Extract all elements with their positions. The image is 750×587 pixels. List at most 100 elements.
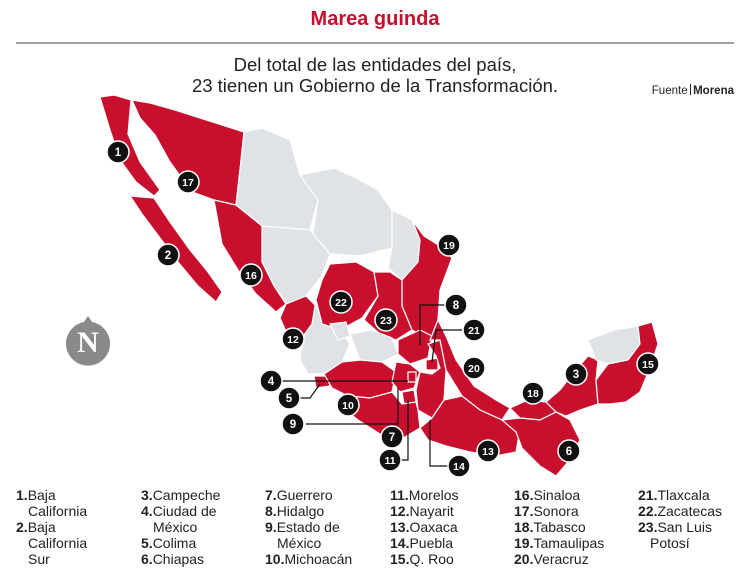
legend-state-name-continued: Sur [28, 551, 50, 567]
marker-circle [374, 308, 398, 332]
legend-state-name: Q. Roo [409, 551, 454, 567]
legend-item: 4.Ciudad de México [141, 503, 220, 535]
legend-state-name: San Luis [657, 519, 712, 535]
logo-badge [66, 316, 110, 366]
legend-item: 20.Veracruz [514, 551, 604, 567]
legend-state-name-continued: California [28, 535, 88, 551]
marker-label: 6 [566, 446, 572, 458]
marker-label: 16 [245, 270, 257, 282]
legend-number: 5. [141, 535, 153, 551]
legend-item: 16.Sinaloa [514, 487, 604, 503]
legend-state-name: Colima [152, 535, 197, 551]
marker-label: 1 [115, 147, 122, 159]
leader-line-21 [431, 329, 462, 363]
legend-column-4: 11.Morelos 12.Nayarit 13.Oaxaca 14.Puebla 15… [390, 487, 459, 567]
marker-label: 13 [482, 446, 494, 458]
marker-label: 19 [443, 240, 455, 252]
legend-item: 8.Hidalgo [265, 503, 352, 519]
legend-item: 14.Puebla [390, 535, 459, 551]
legend-item: 17.Sonora [514, 503, 604, 519]
marker-circle [557, 439, 581, 463]
publisher-logo: N [66, 316, 110, 366]
legend-number: 2. [16, 519, 28, 535]
legend-item: 22.Zacatecas [638, 503, 722, 519]
legend-number: 3. [141, 487, 153, 503]
legend-state-name: Chiapas [152, 551, 205, 567]
marker-5: 5 [277, 386, 301, 410]
marker-label: 3 [573, 369, 579, 381]
marker-circle [521, 381, 545, 405]
marker-13: 13 [476, 439, 500, 463]
marker-label: 7 [389, 432, 395, 444]
marker-label: 5 [286, 393, 293, 405]
legend-number: 7. [265, 487, 277, 503]
legend-number: 20. [514, 551, 534, 567]
legend-column-2: 3.Campeche 4.Ciudad de México 5.Colima 6.Chi… [141, 487, 220, 567]
source-label: Fuente [651, 85, 688, 97]
legend-item: 19.Tamaulipas [514, 535, 604, 551]
marker-label: 22 [335, 297, 347, 309]
map-regions [99, 94, 659, 477]
region-ciudad-de-mexico [407, 371, 417, 383]
marker-circle [462, 318, 486, 342]
leader-line-11 [400, 400, 409, 461]
legend-state-name-continued: México [277, 535, 322, 551]
marker-label: 4 [268, 376, 275, 388]
marker-2: 2 [156, 243, 180, 267]
marker-circle [444, 293, 468, 317]
source-separator [689, 84, 692, 95]
legend-state-name: Tamaulipas [533, 535, 605, 551]
legend-number: 8. [265, 503, 277, 519]
legend-number: 23. [638, 519, 658, 535]
marker-3: 3 [564, 362, 588, 386]
region-colima [313, 375, 331, 389]
legend-state-name: Puebla [409, 535, 454, 551]
legend-number: 13. [390, 519, 410, 535]
logo-letter: N [77, 326, 99, 359]
marker-circle [336, 393, 360, 417]
source-name: Morena [693, 85, 734, 97]
marker-circle [447, 454, 471, 478]
legend-state-name: Morelos [408, 487, 459, 503]
legend-item: 2.Baja California Sur [16, 519, 87, 567]
legend-state-name: Sonora [533, 503, 579, 519]
marker-label: 21 [468, 325, 480, 337]
legend-item: 13.Oaxaca [390, 519, 459, 535]
legend-column-3: 7.Guerrero 8.Hidalgo 9.Estado de México 10.M… [265, 487, 352, 567]
subtitle-line-1: Del total de las entidades del país, [233, 54, 517, 75]
marker-circle [378, 448, 402, 472]
legend-state-name: Guerrero [276, 487, 333, 503]
marker-16: 16 [239, 263, 263, 287]
marker-10: 10 [336, 393, 360, 417]
marker-circle [636, 352, 660, 376]
legend-state-name: Oaxaca [409, 519, 458, 535]
legend-item: 12.Nayarit [390, 503, 459, 519]
marker-23: 23 [374, 308, 398, 332]
legend-item: 6.Chiapas [141, 551, 220, 567]
legend-state-name: Veracruz [533, 551, 589, 567]
legend-item: 9.Estado de México [265, 519, 352, 551]
map-title: Marea guinda [310, 8, 440, 30]
region-jalisco [299, 299, 351, 375]
legend-number: 17. [514, 503, 534, 519]
legend-state-name: Baja [27, 487, 56, 503]
marker-17: 17 [176, 170, 200, 194]
leader-line-8 [419, 304, 455, 345]
marker-12: 12 [281, 327, 305, 351]
marker-label: 18 [527, 388, 539, 400]
marker-label: 23 [380, 315, 392, 327]
marker-circle [259, 369, 283, 393]
marker-label: 12 [287, 334, 299, 346]
marker-9: 9 [281, 412, 305, 436]
marker-label: 11 [384, 455, 395, 467]
marker-6: 6 [557, 439, 581, 463]
legend-number: 1. [16, 487, 28, 503]
marker-18: 18 [521, 381, 545, 405]
legend-number: 10. [265, 551, 285, 567]
marker-label: 14 [453, 461, 465, 473]
marker-circle [437, 233, 461, 257]
legend-state-name: Tabasco [533, 519, 586, 535]
legend-state-name: Michoacán [284, 551, 353, 567]
legend-number: 14. [390, 535, 410, 551]
